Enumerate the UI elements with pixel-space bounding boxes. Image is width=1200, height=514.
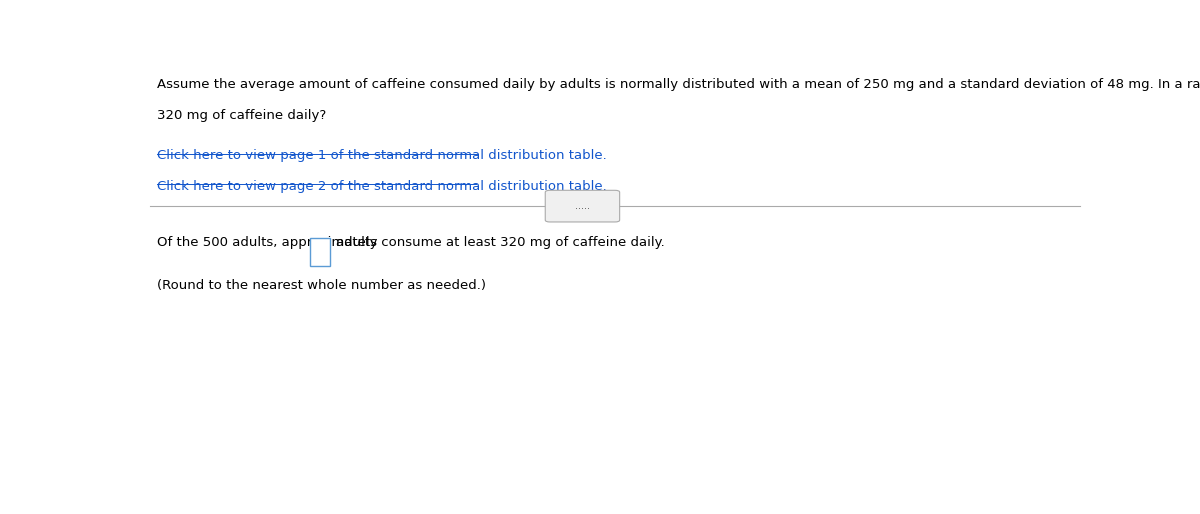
Text: Click here to view page 2 of the standard normal distribution table.: Click here to view page 2 of the standar…: [157, 180, 607, 193]
Text: Of the 500 adults, approximately: Of the 500 adults, approximately: [157, 236, 378, 249]
Text: .....: .....: [575, 201, 590, 211]
FancyBboxPatch shape: [310, 238, 330, 266]
Text: Click here to view page 1 of the standard normal distribution table.: Click here to view page 1 of the standar…: [157, 149, 607, 162]
Text: adults consume at least 320 mg of caffeine daily.: adults consume at least 320 mg of caffei…: [336, 236, 665, 249]
Text: 320 mg of caffeine daily?: 320 mg of caffeine daily?: [157, 109, 326, 122]
Text: (Round to the nearest whole number as needed.): (Round to the nearest whole number as ne…: [157, 280, 486, 292]
Text: Assume the average amount of caffeine consumed daily by adults is normally distr: Assume the average amount of caffeine co…: [157, 78, 1200, 90]
FancyBboxPatch shape: [545, 190, 619, 222]
